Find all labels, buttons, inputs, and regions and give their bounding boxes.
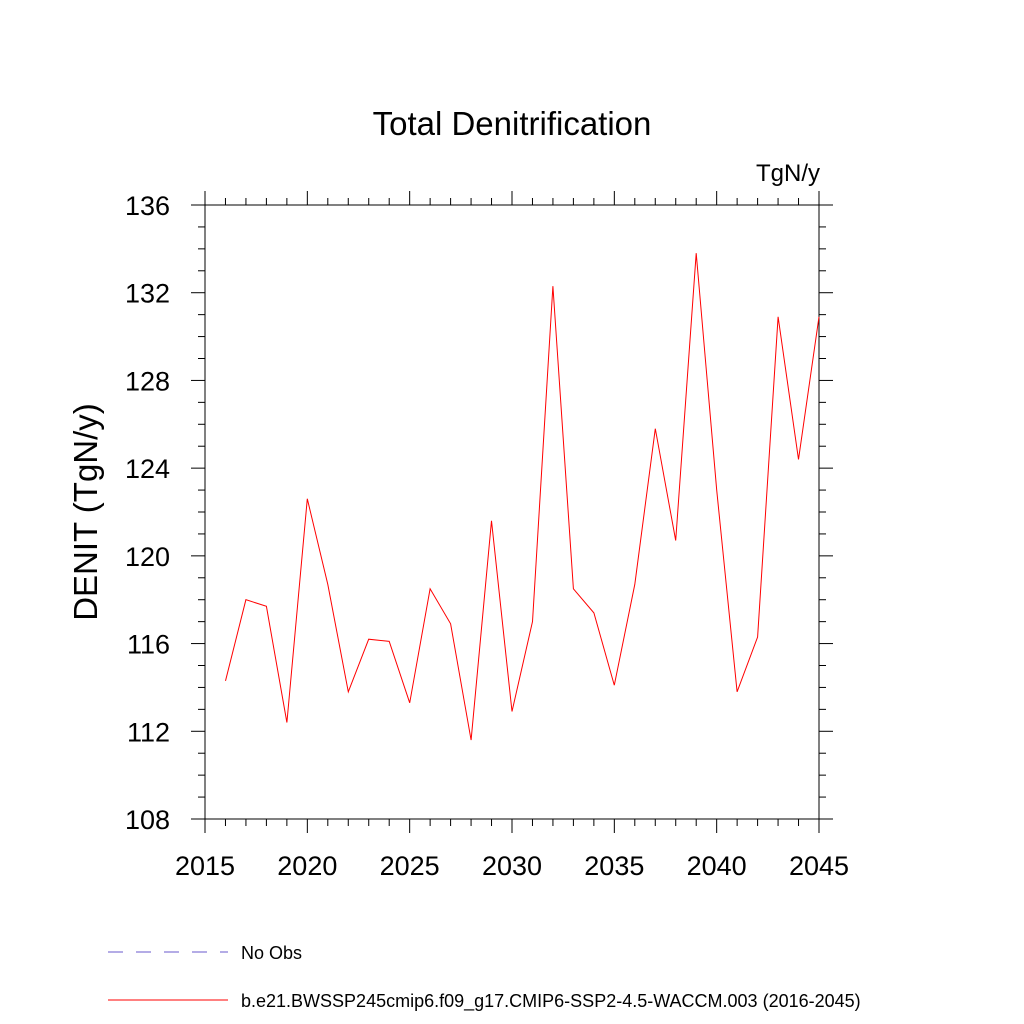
series-layer [225,253,820,741]
y-tick-label: 120 [125,542,170,572]
x-tick-label: 2020 [277,851,337,881]
axis-tick-labels: 2015 2020 2025 2030 2035 2040 2045 108 112 116 120… [125,191,849,881]
units-label: TgN/y [756,160,820,187]
x-tick-label: 2045 [789,851,849,881]
x-tick-label: 2030 [482,851,542,881]
x-tick-label: 2015 [175,851,235,881]
series-line [225,253,820,741]
chart-title: Total Denitrification [373,105,652,142]
y-tick-label: 132 [125,279,170,309]
y-tick-label: 112 [127,717,170,747]
legend: No Obs b.e21.BWSSP245cmip6.f09_g17.CMIP6… [108,943,861,1012]
y-tick-label: 108 [125,805,170,835]
y-tick-label: 116 [127,630,170,660]
y-axis-label: DENIT (TgN/y) [67,403,104,621]
legend-label-model: b.e21.BWSSP245cmip6.f09_g17.CMIP6-SSP2-4… [241,991,861,1012]
y-tick-label: 136 [125,191,170,221]
axis-ticks [191,191,833,833]
x-tick-label: 2040 [687,851,747,881]
legend-label-no-obs: No Obs [241,943,302,963]
x-tick-label: 2025 [380,851,440,881]
y-tick-label: 128 [125,366,170,396]
plot-frame [204,204,820,820]
y-tick-label: 124 [125,454,170,484]
x-tick-label: 2035 [584,851,644,881]
